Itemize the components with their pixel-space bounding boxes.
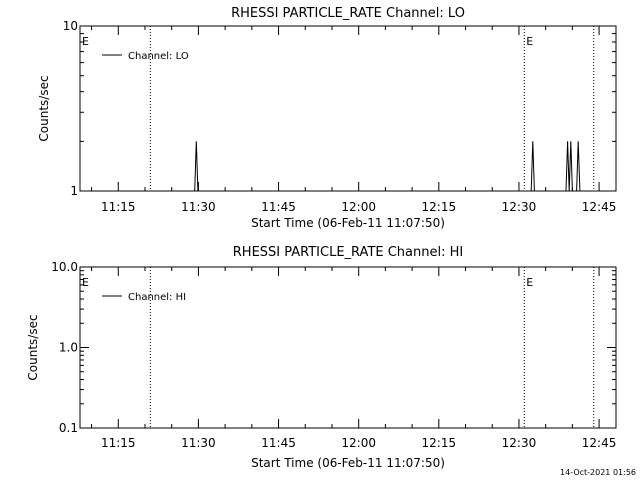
chart-panel-1 [79, 25, 617, 192]
x-tick-label: 12:45 [582, 436, 617, 450]
x-tick-label: 12:45 [582, 200, 617, 214]
x-tick-label: 12:00 [341, 436, 376, 450]
y-tick-label: 10 [63, 19, 78, 33]
x-tick-label: 11:45 [261, 436, 296, 450]
y-axis-label: Counts/sec [26, 314, 40, 380]
x-axis-label: Start Time (06-Feb-11 11:07:50) [251, 216, 445, 230]
footer-timestamp: 14-Oct-2021 01:56 [560, 468, 636, 477]
x-tick-label: 12:15 [422, 436, 457, 450]
x-tick-label: 11:15 [101, 200, 136, 214]
legend-entry: Channel: HI [128, 292, 186, 303]
series-line [194, 141, 581, 192]
chart-title: RHESSI PARTICLE_RATE Channel: HI [233, 245, 463, 260]
event-marker-label: E [82, 276, 89, 289]
x-tick-label: 12:15 [422, 200, 457, 214]
y-tick-label: 0.1 [59, 421, 78, 435]
y-tick-label: 1.0 [59, 341, 78, 355]
x-tick-label: 12:30 [502, 436, 537, 450]
y-tick-label: 1 [70, 184, 78, 198]
x-tick-label: 11:45 [261, 200, 296, 214]
x-tick-label: 11:30 [181, 436, 216, 450]
chart-title: RHESSI PARTICLE_RATE Channel: LO [231, 6, 465, 21]
y-tick-label: 10.0 [51, 260, 78, 274]
x-axis-label: Start Time (06-Feb-11 11:07:50) [251, 456, 445, 470]
event-marker-label: E [526, 35, 533, 48]
x-tick-label: 12:30 [502, 200, 537, 214]
chart-panel-2 [79, 266, 617, 429]
y-axis-label: Counts/sec [37, 75, 51, 141]
event-marker-label: E [526, 276, 533, 289]
x-tick-label: 11:30 [181, 200, 216, 214]
x-tick-label: 12:00 [341, 200, 376, 214]
event-marker-label: E [82, 35, 89, 48]
legend-entry: Channel: LO [128, 51, 189, 62]
x-tick-label: 11:15 [101, 436, 136, 450]
